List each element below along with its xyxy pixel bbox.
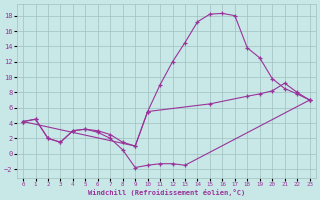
X-axis label: Windchill (Refroidissement éolien,°C): Windchill (Refroidissement éolien,°C) — [88, 189, 245, 196]
